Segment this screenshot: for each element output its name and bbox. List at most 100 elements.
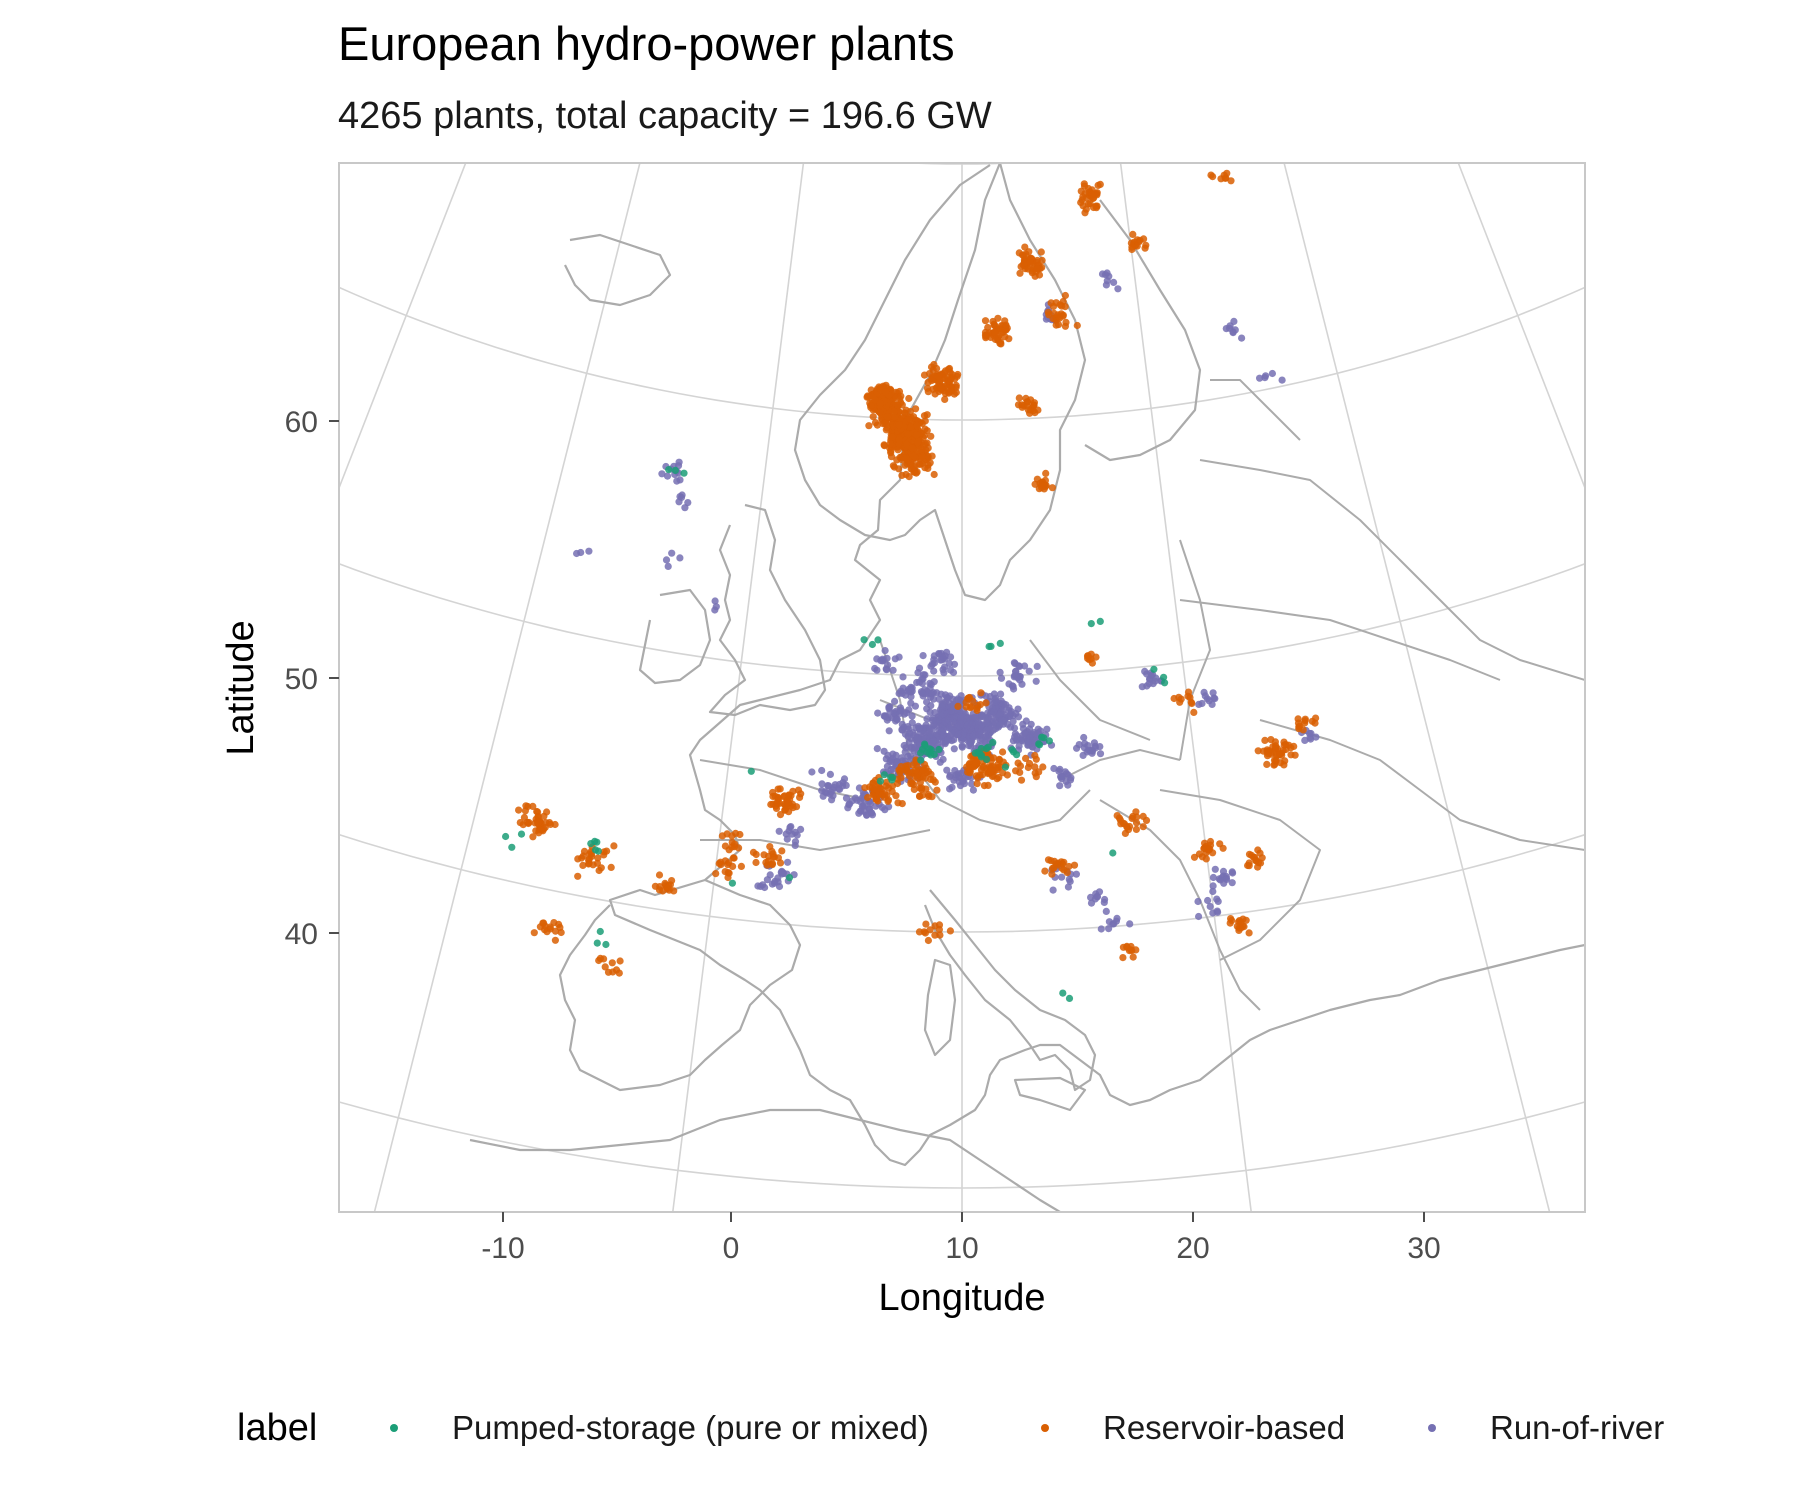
plant-point [764,876,771,883]
x-tick-label: 30 [1407,1232,1440,1265]
plant-point [914,774,921,781]
plant-point [610,842,617,849]
plant-point [573,550,580,557]
plant-point [529,803,536,810]
plant-point [918,784,925,791]
plant-point [778,847,785,854]
plant-point [1010,683,1017,690]
plant-point [871,665,878,672]
graticule-meridian [81,0,546,1150]
plant-point [752,859,759,866]
plant-point [1084,652,1091,659]
plant-point [1031,752,1038,759]
plant-point [973,705,980,712]
plant-point [927,459,934,466]
plant-point [602,941,609,948]
plant-point [882,647,889,654]
plant-point [1198,700,1205,707]
plant-point [1041,868,1048,875]
plant-point [892,655,899,662]
plant-point [923,705,930,712]
plant-point [608,864,615,871]
plant-point [1133,826,1140,833]
plant-point [765,853,772,860]
plant-point [724,830,731,837]
plant-point [1296,723,1303,730]
plant-point [922,440,929,447]
plant-point [913,431,920,438]
chart-title: European hydro-power plants [338,17,955,70]
plant-point [1103,908,1110,915]
plant-point [905,395,912,402]
plant-point [1150,666,1157,673]
plant-point [841,775,848,782]
plant-point [925,937,932,944]
plant-point [890,667,897,674]
plant-point [1210,874,1217,881]
plant-point [980,763,987,770]
plant-points [502,170,1320,1002]
plant-point [874,422,881,429]
plant-point [876,409,883,416]
plant-point [535,813,542,820]
plant-point [896,436,903,443]
plant-point [779,869,786,876]
plant-point [663,556,670,563]
plant-point [881,794,888,801]
plant-point [972,714,979,721]
plant-point [947,927,954,934]
plant-point [922,417,929,424]
legend: label Pumped-storage (pure or mixed) Res… [237,1407,1664,1449]
plant-point [999,707,1006,714]
plant-point [1129,813,1136,820]
plot-panel [0,0,1800,1316]
plant-point [1279,377,1286,384]
plant-point [1282,741,1289,748]
plant-point [1012,710,1019,717]
plant-point [676,554,683,561]
plant-point [1254,864,1261,871]
y-tick-label: 60 [285,406,318,439]
plant-point [874,710,881,717]
plant-point [914,439,921,446]
plant-point [914,422,921,429]
plant-point [1024,738,1031,745]
plant-point [1089,750,1096,757]
plant-point [892,717,899,724]
plant-point [672,467,679,474]
britain-coastline [710,505,825,715]
plant-point [951,745,958,752]
plant-point [716,860,723,867]
plant-point [1287,751,1294,758]
y-tick-label: 50 [285,663,318,696]
plant-point [927,731,934,738]
plant-point [1214,909,1221,916]
north-africa-coastline [470,1110,1060,1212]
plant-point [877,778,884,785]
plant-point [874,636,881,643]
plant-point [1085,185,1092,192]
plant-point [784,859,791,866]
plant-point [515,807,522,814]
plant-point [1230,318,1237,325]
plant-point [1066,995,1073,1002]
plant-point [1097,750,1104,757]
plant-point [937,759,944,766]
plant-point [949,371,956,378]
plant-point [889,788,896,795]
plant-point [1053,322,1060,329]
plant-point [552,937,559,944]
plant-point [1161,679,1168,686]
plant-point [928,377,935,384]
graticule-meridian [1243,1,1557,1242]
plant-point [919,792,926,799]
plant-point [1050,887,1057,894]
plant-point [977,689,984,696]
plant-point [574,873,581,880]
plant-point [539,920,546,927]
plant-point [922,921,929,928]
plant-point [920,690,927,697]
y-tick-label: 40 [285,918,318,951]
plant-point [933,365,940,372]
plant-point [617,957,624,964]
